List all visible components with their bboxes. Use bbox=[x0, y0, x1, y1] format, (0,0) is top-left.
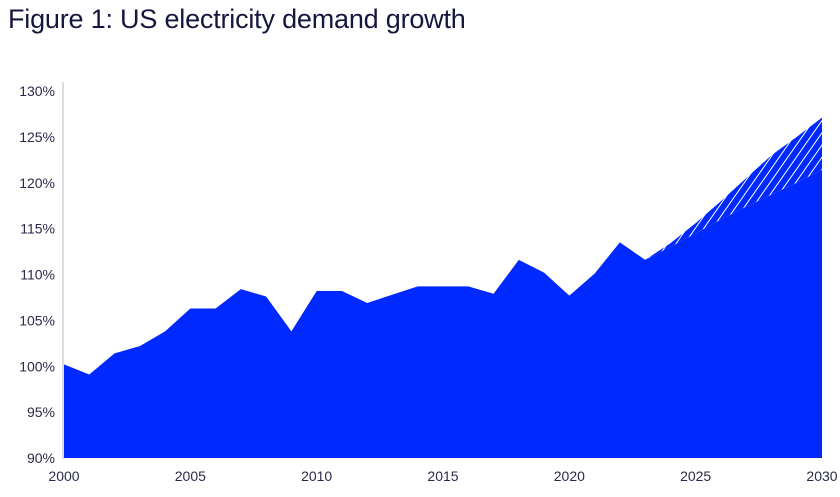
y-tick-label: 100% bbox=[19, 358, 55, 374]
y-tick-label: 110% bbox=[20, 267, 55, 283]
y-tick-label: 90% bbox=[27, 450, 55, 466]
y-tick-label: 120% bbox=[19, 175, 55, 191]
x-tick-label: 2030 bbox=[806, 468, 837, 484]
chart-title: Figure 1: US electricity demand growth bbox=[8, 4, 466, 34]
y-tick-label: 125% bbox=[19, 129, 55, 145]
y-tick-label: 130% bbox=[19, 83, 55, 99]
x-tick-label: 2020 bbox=[554, 468, 585, 484]
x-tick-label: 2000 bbox=[48, 468, 79, 484]
x-tick-label: 2010 bbox=[301, 468, 332, 484]
x-tick-label: 2005 bbox=[175, 468, 206, 484]
forecast-high-band bbox=[645, 117, 822, 260]
y-tick-label: 95% bbox=[27, 404, 55, 420]
y-tick-label: 105% bbox=[19, 312, 55, 328]
y-tick-label: 115% bbox=[20, 221, 55, 237]
x-tick-label: 2025 bbox=[680, 468, 711, 484]
x-tick-label: 2015 bbox=[427, 468, 458, 484]
demand-area bbox=[64, 169, 822, 458]
